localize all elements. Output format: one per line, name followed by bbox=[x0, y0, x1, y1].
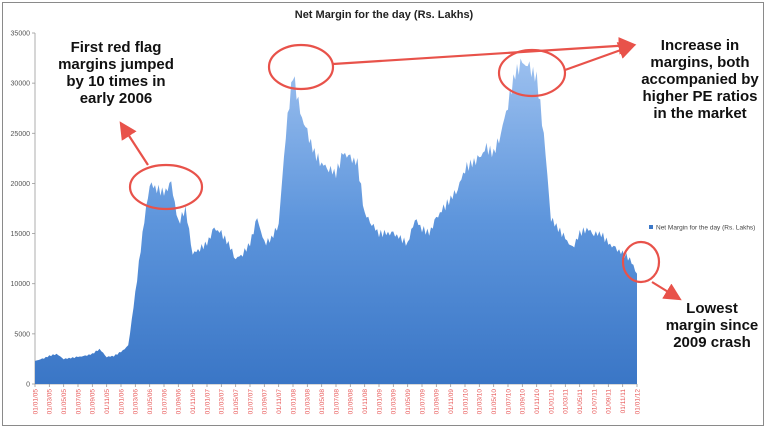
y-tick-label: 20000 bbox=[11, 181, 31, 188]
x-tick-label: 01/03/07 bbox=[219, 389, 226, 415]
legend-label: Net Margin for the day (Rs. Lakhs) bbox=[656, 225, 755, 232]
y-tick-label: 30000 bbox=[11, 81, 31, 88]
x-tick-label: 01/07/07 bbox=[247, 389, 254, 415]
chart-frame bbox=[2, 2, 764, 426]
peak-2010-arrow bbox=[564, 42, 637, 72]
x-tick-label: 01/05/06 bbox=[147, 389, 154, 415]
x-tick-label: 01/05/09 bbox=[405, 389, 412, 415]
x-tick-label: 01/05/05 bbox=[61, 389, 68, 415]
x-tick-label: 01/07/11 bbox=[591, 389, 598, 414]
x-tick-label: 01/01/08 bbox=[290, 389, 297, 415]
y-tick-label: 15000 bbox=[11, 231, 31, 238]
increase-annotation-line: margins, both bbox=[650, 54, 749, 71]
x-tick-label: 01/01/12 bbox=[634, 389, 641, 415]
x-tick-label: 01/11/10 bbox=[534, 389, 541, 414]
y-tick-label: 35000 bbox=[11, 31, 31, 38]
x-tick-label: 01/01/07 bbox=[204, 389, 211, 415]
y-tick-label: 5000 bbox=[14, 331, 30, 338]
x-tick-label: 01/11/09 bbox=[448, 389, 455, 414]
x-tick-label: 01/09/08 bbox=[348, 389, 355, 415]
x-tick-label: 01/07/08 bbox=[333, 389, 340, 415]
peak-2008-ellipse bbox=[267, 43, 335, 91]
x-tick-label: 01/01/10 bbox=[462, 389, 469, 415]
x-tick-label: 01/01/11 bbox=[548, 389, 555, 414]
legend: Net Margin for the day (Rs. Lakhs) bbox=[649, 225, 755, 232]
increase-annotation-line: Increase in bbox=[661, 37, 739, 54]
x-tick-label: 01/01/06 bbox=[118, 389, 125, 415]
x-tick-label: 01/01/09 bbox=[376, 389, 383, 415]
red-flag-annotation-line: early 2006 bbox=[80, 90, 153, 107]
x-tick-label: 01/07/05 bbox=[75, 389, 82, 415]
x-tick-label: 01/11/07 bbox=[276, 389, 283, 414]
chart-title: Net Margin for the day (Rs. Lakhs) bbox=[295, 9, 474, 21]
x-tick-label: 01/07/06 bbox=[161, 389, 168, 415]
series-area bbox=[35, 58, 637, 384]
peak-2010-ellipse bbox=[497, 48, 567, 98]
red-flag-annotation-line: margins jumped bbox=[58, 56, 174, 73]
x-tick-label: 01/03/09 bbox=[391, 389, 398, 415]
lowest-annotation-line: margin since bbox=[666, 317, 759, 334]
legend-swatch bbox=[649, 225, 653, 229]
x-tick-label: 01/05/08 bbox=[319, 389, 326, 415]
increase-annotation-line: in the market bbox=[653, 105, 746, 122]
increase-annotation-line: accompanied by bbox=[641, 71, 759, 88]
x-tick-label: 01/09/10 bbox=[520, 389, 527, 415]
red-flag-annotation-line: First red flag bbox=[71, 39, 162, 56]
x-tick-label: 01/11/06 bbox=[190, 389, 197, 414]
x-tick-label: 01/09/06 bbox=[176, 389, 183, 415]
x-tick-label: 01/09/11 bbox=[606, 389, 613, 414]
y-tick-label: 25000 bbox=[11, 131, 31, 138]
red-flag-arrow bbox=[119, 121, 149, 166]
lowest-annotation-line: Lowest bbox=[686, 300, 738, 317]
x-tick-label: 01/11/05 bbox=[104, 389, 111, 414]
x-tick-label: 01/05/10 bbox=[491, 389, 498, 415]
x-tick-label: 01/11/11 bbox=[620, 389, 627, 414]
peak-2008-arrow bbox=[332, 37, 637, 66]
x-tick-label: 01/09/05 bbox=[90, 389, 97, 415]
x-tick-label: 01/05/11 bbox=[577, 389, 584, 414]
lowest-annotation-line: 2009 crash bbox=[673, 334, 751, 351]
x-tick-label: 01/07/10 bbox=[505, 389, 512, 415]
lowest-arrow bbox=[651, 281, 682, 301]
increase-annotation-line: higher PE ratios bbox=[642, 88, 757, 105]
x-tick-label: 01/03/11 bbox=[563, 389, 570, 414]
x-tick-label: 01/03/05 bbox=[47, 389, 54, 415]
x-tick-label: 01/09/07 bbox=[262, 389, 269, 415]
x-tick-label: 01/09/09 bbox=[434, 389, 441, 415]
red-flag-annotation-line: by 10 times in bbox=[66, 73, 165, 90]
x-tick-label: 01/05/07 bbox=[233, 389, 240, 415]
x-tick-label: 01/01/05 bbox=[32, 389, 39, 415]
x-tick-label: 01/03/06 bbox=[133, 389, 140, 415]
y-tick-label: 0 bbox=[26, 382, 30, 389]
x-tick-label: 01/11/08 bbox=[362, 389, 369, 414]
x-tick-label: 01/03/10 bbox=[477, 389, 484, 415]
lowest-ellipse bbox=[621, 240, 661, 284]
red-flag-ellipse bbox=[128, 163, 204, 211]
x-tick-label: 01/03/08 bbox=[305, 389, 312, 415]
x-tick-label: 01/07/09 bbox=[419, 389, 426, 415]
y-tick-label: 10000 bbox=[11, 281, 31, 288]
